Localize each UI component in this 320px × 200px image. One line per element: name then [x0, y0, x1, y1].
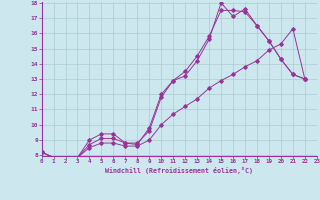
X-axis label: Windchill (Refroidissement éolien,°C): Windchill (Refroidissement éolien,°C): [105, 167, 253, 174]
